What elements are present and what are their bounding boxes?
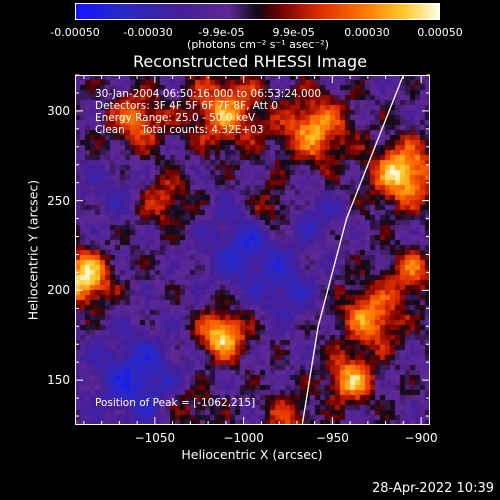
colorbar-tick-label: 0.00030 — [344, 26, 390, 39]
render-timestamp: 28-Apr-2022 10:39 — [372, 481, 494, 496]
x-tick-label: −950 — [315, 431, 349, 445]
x-tick-label: −1000 — [223, 431, 264, 445]
colorbar-gradient — [75, 3, 440, 20]
y-tick-label: 150 — [47, 373, 70, 388]
x-tick-label: −1050 — [134, 431, 176, 445]
info-time-range: 30-Jan-2004 06:50:16.000 to 06:53:24.000 — [95, 88, 322, 100]
info-total-counts: Clean Total counts: 4.32E+03 — [95, 124, 264, 136]
y-tick-label: 300 — [47, 103, 70, 118]
info-detectors: Detectors: 3F 4F 5F 6F 7F 8F, Att 0 — [95, 100, 279, 112]
rhessi-image — [75, 75, 430, 425]
plot-frame — [75, 75, 430, 425]
colorbar-unit-label: (photons cm⁻² s⁻¹ asec⁻²) — [187, 38, 329, 51]
colorbar-tick-label: -9.9e-05 — [198, 26, 245, 39]
y-axis-label: Heliocentric Y (arcsec) — [25, 179, 41, 321]
chart-title: Reconstructed RHESSI Image — [133, 52, 367, 71]
colorbar-tick-label: -0.00050 — [50, 26, 100, 39]
peak-position: Position of Peak = [-1062,215] — [95, 397, 256, 409]
solar-limb-line — [301, 74, 404, 426]
y-tick-label: 250 — [47, 193, 70, 208]
colorbar-frame — [75, 3, 440, 20]
colorbar-tick-label: 9.9e-05 — [272, 26, 315, 39]
info-energy-range: Energy Range: 25.0 - 50.0 keV — [95, 112, 256, 124]
colorbar-tick-label: 0.00050 — [417, 26, 463, 39]
x-axis-label: Heliocentric X (arcsec) — [181, 447, 323, 462]
colorbar — [75, 3, 440, 20]
colorbar-tick-label: -0.00030 — [123, 26, 173, 39]
x-tick-label: −900 — [404, 431, 438, 445]
y-tick-label: 200 — [47, 283, 70, 298]
